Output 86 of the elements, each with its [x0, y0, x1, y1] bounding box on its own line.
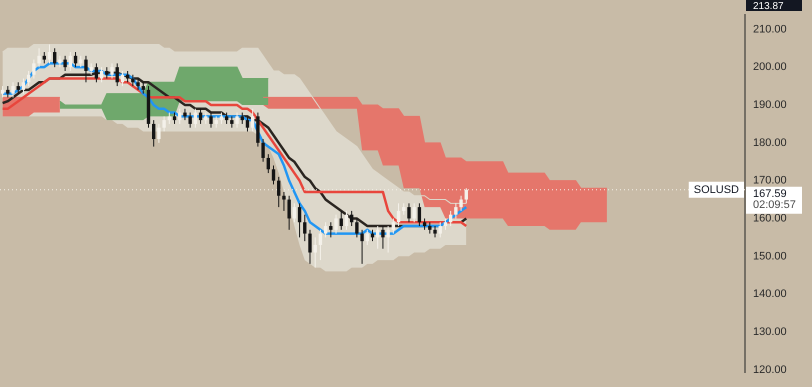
candlestick — [329, 222, 333, 238]
candlestick — [84, 55, 88, 83]
y-tick-label: 180.00 — [753, 136, 787, 149]
candlestick — [355, 218, 359, 238]
candlestick — [224, 112, 228, 124]
candlestick — [412, 202, 416, 223]
candlestick — [303, 214, 306, 242]
ref-line-label: SOLUSD — [694, 184, 740, 196]
candlestick — [402, 202, 406, 216]
candlestick — [89, 62, 93, 76]
candlestick — [0, 86, 4, 98]
candlestick — [422, 218, 426, 230]
candlestick — [287, 195, 291, 230]
candlestick — [334, 214, 338, 234]
candlestick — [324, 222, 328, 238]
y-tick-label: 160.00 — [753, 212, 787, 224]
candlestick — [428, 222, 432, 234]
candlestick — [63, 55, 67, 72]
candlestick — [26, 70, 30, 87]
candlestick — [376, 226, 380, 250]
text: 213.87 — [753, 0, 784, 12]
y-tick-label: 150.00 — [753, 250, 787, 262]
candlestick — [220, 112, 224, 124]
candlestick — [392, 218, 396, 234]
candlestick — [94, 62, 98, 83]
candlestick — [126, 70, 130, 83]
candlestick — [105, 66, 108, 80]
candlestick — [418, 202, 422, 227]
candlestick — [168, 112, 172, 124]
y-tick-label: 210.00 — [753, 23, 787, 36]
candlestick — [350, 210, 354, 227]
candlestick — [261, 138, 265, 162]
candlestick — [230, 116, 234, 128]
candlestick — [68, 52, 72, 72]
candlestick — [204, 112, 208, 124]
candlestick — [366, 229, 369, 246]
candlestick — [136, 78, 140, 90]
y-tick-label: 200.00 — [753, 61, 787, 74]
candlestick — [454, 202, 458, 219]
candlestick — [340, 210, 343, 230]
candlestick — [188, 112, 192, 128]
candlestick — [386, 226, 390, 254]
text: 02:09:57 — [753, 198, 796, 211]
candlestick — [444, 218, 448, 230]
candlestick — [292, 202, 296, 223]
candlestick — [282, 191, 286, 212]
candlestick — [178, 108, 182, 124]
candlestick — [240, 112, 244, 124]
candlestick — [407, 202, 411, 223]
candlestick — [277, 176, 280, 208]
y-tick-label: 120.00 — [753, 364, 787, 376]
y-tick-label: 170.00 — [753, 174, 787, 187]
candlestick — [6, 86, 10, 98]
candlestick — [448, 210, 452, 227]
candlestick — [116, 62, 119, 87]
candlestick — [214, 116, 218, 128]
candlestick — [157, 123, 161, 144]
candlestick — [438, 222, 442, 238]
candlestick — [344, 210, 348, 230]
candlestick — [298, 202, 302, 238]
y-tick-label: 140.00 — [753, 288, 787, 300]
candlestick — [32, 59, 36, 80]
y-tick-label: 130.00 — [753, 326, 787, 338]
candlestick — [250, 108, 254, 132]
candlestick — [266, 154, 270, 174]
candlestick — [79, 55, 82, 68]
text: 167.59 — [753, 188, 787, 200]
candlestick — [183, 108, 187, 121]
candlestick — [194, 108, 198, 128]
candlestick — [120, 70, 124, 87]
candlestick — [370, 229, 374, 242]
candlestick — [459, 195, 463, 212]
candlestick — [53, 48, 56, 68]
y-tick-label: 190.00 — [753, 99, 787, 112]
candlestick — [37, 48, 41, 68]
candlestick — [58, 55, 62, 68]
candlestick — [42, 52, 46, 64]
candlestick — [152, 120, 156, 148]
candlestick — [198, 108, 202, 124]
candlestick — [381, 226, 385, 250]
candlestick — [142, 82, 145, 94]
candlestick — [131, 74, 135, 87]
candlestick — [16, 82, 20, 94]
candlestick — [314, 236, 317, 268]
candlestick — [360, 229, 364, 264]
candlestick — [100, 66, 104, 83]
